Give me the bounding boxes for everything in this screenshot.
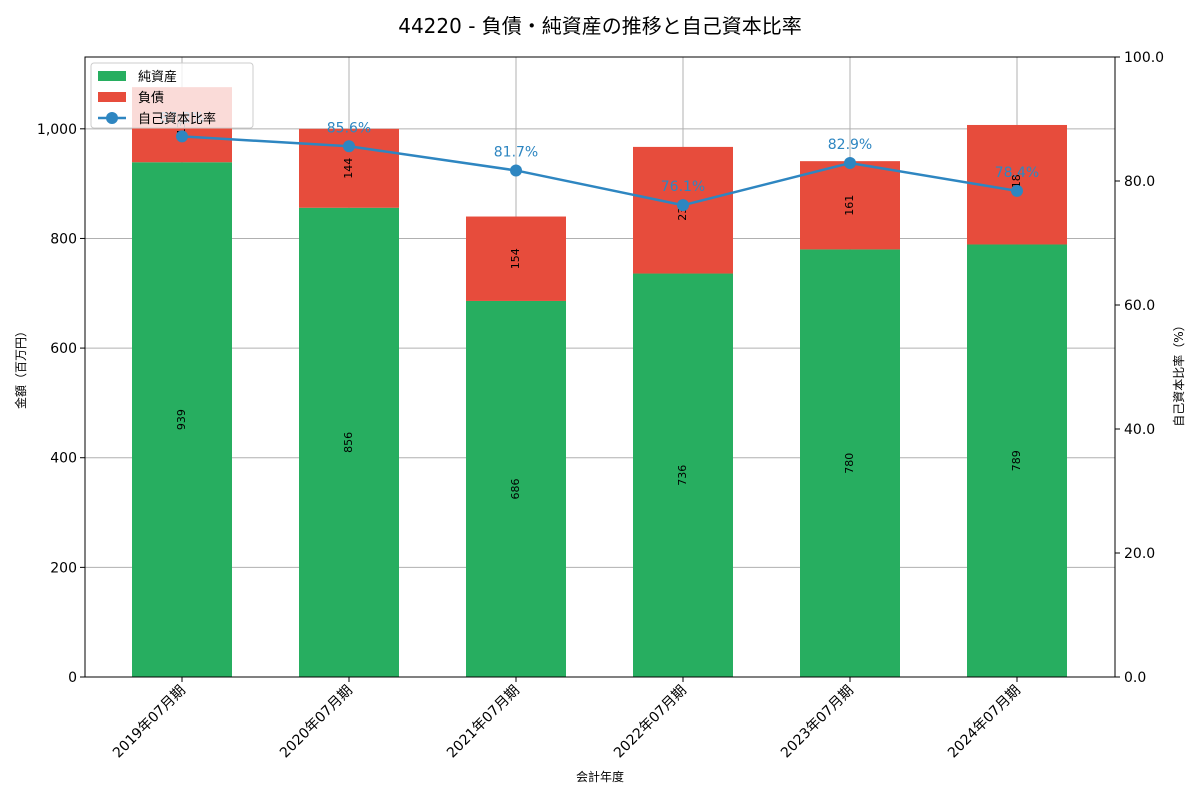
left-axis: 0 200 400 600 800 1,000	[37, 122, 85, 686]
net-assets-label: 856	[342, 432, 355, 453]
svg-text:自己資本比率: 自己資本比率	[138, 111, 216, 127]
y-tick-label: 1,000	[37, 122, 77, 138]
chart-title: 44220 - 負債・純資産の推移と自己資本比率	[398, 14, 802, 38]
liabilities-label: 161	[843, 195, 856, 216]
x-tick-label: 2019年07月期	[110, 683, 189, 762]
svg-text:負債: 負債	[138, 91, 164, 106]
x-tick-label: 2022年07月期	[611, 683, 690, 762]
ratio-line: 87.2%85.6%81.7%76.1%82.9%78.4%	[160, 110, 1039, 212]
net-assets-label: 686	[509, 478, 522, 499]
net-assets-bar	[466, 300, 566, 677]
ratio-point	[510, 164, 522, 177]
plot-frame	[84, 56, 1116, 678]
y-tick-label: 600	[50, 341, 77, 357]
net-assets-label: 939	[175, 409, 188, 430]
y2-tick-label: 0.0	[1124, 670, 1146, 686]
net-assets-label: 736	[676, 465, 689, 486]
gridlines	[85, 57, 1115, 677]
y2-tick-label: 80.0	[1124, 174, 1155, 190]
liabilities-bar	[466, 216, 566, 301]
svg-text:純資産: 純資産	[138, 69, 177, 85]
ratio-point	[1011, 184, 1023, 197]
y-tick-label: 0	[68, 670, 77, 686]
liabilities-bar	[800, 161, 900, 250]
net-assets-label: 789	[1010, 450, 1023, 471]
liabilities-label: 144	[342, 158, 355, 179]
x-axis-label: 会計年度	[576, 769, 624, 784]
net-assets-bar	[299, 207, 399, 678]
y2-tick-label: 20.0	[1124, 546, 1155, 562]
y2-tick-label: 60.0	[1124, 298, 1155, 314]
y-tick-label: 800	[50, 231, 77, 247]
ratio-label: 85.6%	[327, 120, 371, 136]
bars: 939137856144686154736231780161789218	[132, 87, 1067, 678]
y2-tick-label: 40.0	[1124, 422, 1155, 438]
y2-tick-label: 100.0	[1124, 50, 1164, 66]
ratio-label: 81.7%	[494, 144, 538, 160]
ratio-label: 82.9%	[828, 137, 872, 153]
x-tick-label: 2021年07月期	[444, 683, 523, 762]
x-tick-label: 2024年07月期	[945, 683, 1024, 762]
net-assets-bar	[633, 273, 733, 677]
net-assets-bar	[967, 244, 1067, 677]
y-tick-label: 200	[50, 560, 77, 576]
ratio-point	[844, 157, 856, 170]
ratio-label: 78.4%	[995, 165, 1039, 181]
ratio-point	[343, 140, 355, 153]
ratio-label: 76.1%	[661, 179, 705, 195]
y-axis-label: 金額（百万円）	[13, 325, 28, 409]
y-tick-label: 400	[50, 451, 77, 467]
net-assets-bar	[800, 249, 900, 677]
liabilities-label: 154	[509, 248, 522, 269]
net-assets-bar	[132, 162, 232, 678]
y2-axis-label: 自己資本比率（%）	[1171, 319, 1186, 426]
x-tick-label: 2020年07月期	[277, 683, 356, 762]
x-axis: 2019年07月期 2020年07月期 2021年07月期 2022年07月期 2023…	[110, 677, 1024, 761]
ratio-point	[677, 199, 689, 212]
net-assets-label: 780	[843, 453, 856, 474]
ratio-point	[176, 130, 188, 143]
right-axis: 0.0 20.0 40.0 60.0 80.0 100.0	[1115, 50, 1164, 686]
x-tick-label: 2023年07月期	[778, 683, 857, 762]
